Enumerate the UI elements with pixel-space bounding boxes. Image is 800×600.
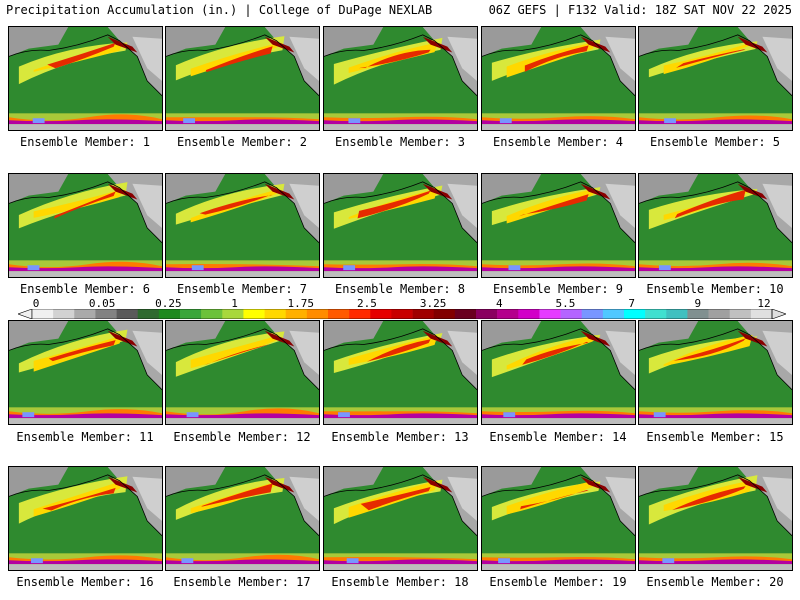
map-panel: [8, 320, 163, 425]
colorbar-bin: [433, 309, 456, 319]
map-panel: [323, 466, 478, 571]
colorbar-tick-label: 2.5: [356, 297, 377, 310]
panel-label: Ensemble Member: 9: [492, 282, 624, 296]
panel-label: Ensemble Member: 14: [489, 430, 627, 444]
colorbar-bin: [222, 309, 244, 319]
colorbar-bin: [729, 309, 752, 319]
map-panel: [8, 26, 163, 131]
colorbar-tick-label: 4: [495, 297, 503, 310]
colorbar-bin: [53, 309, 75, 319]
map-panel: [481, 466, 636, 571]
panel-label: Ensemble Member: 13: [331, 430, 469, 444]
map-panel: [8, 173, 163, 278]
panel-label: Ensemble Member: 5: [649, 135, 781, 149]
colorbar-tick-label: 1.75: [287, 297, 314, 310]
panel-label: Ensemble Member: 12: [173, 430, 311, 444]
map-panel: [8, 466, 163, 571]
colorbar-bin: [539, 309, 561, 319]
colorbar-bin: [454, 309, 477, 319]
colorbar-tick-label: 1: [231, 297, 238, 310]
colorbar-bin: [243, 309, 265, 319]
colorbar-tick-label: 0.25: [155, 297, 182, 310]
panel-label: Ensemble Member: 16: [16, 575, 154, 589]
colorbar-bin: [201, 309, 223, 319]
panel-label: Ensemble Member: 7: [176, 282, 308, 296]
colorbar-tick-label: 5.5: [555, 297, 576, 310]
colorbar-bin: [74, 309, 96, 319]
colorbar-bin: [349, 309, 371, 319]
colorbar-bin: [666, 309, 688, 319]
colorbar-bin: [264, 309, 287, 319]
colorbar-tick-label: 3.25: [419, 297, 447, 310]
panel-label: Ensemble Member: 17: [173, 575, 311, 589]
colorbar-bin: [560, 309, 583, 319]
panel-label: Ensemble Member: 3: [334, 135, 466, 149]
colorbar-bin: [391, 309, 413, 319]
colorbar-bin: [624, 309, 646, 319]
map-panel: [638, 320, 793, 425]
colorbar-tick-label: 7: [628, 297, 635, 310]
panel-label: Ensemble Member: 19: [489, 575, 627, 589]
panel-label: Ensemble Member: 18: [331, 575, 469, 589]
panel-label: Ensemble Member: 20: [646, 575, 784, 589]
panel-label: Ensemble Member: 6: [19, 282, 151, 296]
colorbar-bin: [750, 309, 773, 319]
panel-label: Ensemble Member: 15: [646, 430, 784, 444]
colorbar-tick-label: 0.05: [88, 297, 116, 310]
map-panel: [481, 320, 636, 425]
map-panel: [638, 466, 793, 571]
colorbar-bin: [602, 309, 625, 319]
map-panel: [165, 173, 320, 278]
map-panel: [165, 26, 320, 131]
panel-label: Ensemble Member: 10: [646, 282, 784, 296]
colorbar-bin: [116, 309, 139, 319]
valid-time: 06Z GEFS | F132 Valid: 18Z SAT NOV 22 20…: [488, 3, 792, 17]
colorbar-max-arrow: [771, 309, 786, 319]
colorbar-bin: [306, 309, 329, 319]
map-panel: [165, 320, 320, 425]
map-panel: [638, 26, 793, 131]
colorbar-bin: [645, 309, 667, 319]
colorbar-bin: [180, 309, 202, 319]
colorbar: [18, 309, 786, 319]
colorbar-bin: [32, 309, 54, 319]
map-panel: [323, 173, 478, 278]
colorbar-bin: [137, 309, 160, 319]
panel-label: Ensemble Member: 8: [334, 282, 466, 296]
panel-label: Ensemble Member: 1: [19, 135, 151, 149]
colorbar-bin: [328, 309, 350, 319]
colorbar-bin: [687, 309, 709, 319]
colorbar-bin: [285, 309, 308, 319]
colorbar-bin: [581, 309, 604, 319]
colorbar-bin: [412, 309, 435, 319]
colorbar-bin: [370, 309, 392, 319]
map-panel: [323, 26, 478, 131]
panel-label: Ensemble Member: 4: [492, 135, 624, 149]
map-panel: [165, 466, 320, 571]
colorbar-bin: [95, 309, 117, 319]
colorbar-bin: [476, 309, 498, 319]
colorbar-bin: [518, 309, 540, 319]
panel-label: Ensemble Member: 2: [176, 135, 308, 149]
map-panel: [481, 26, 636, 131]
colorbar-bin: [497, 309, 519, 319]
colorbar-bin: [158, 309, 181, 319]
colorbar-tick-label: 9: [694, 297, 702, 310]
panel-label: Ensemble Member: 11: [16, 430, 154, 444]
colorbar-tick-label: 12: [757, 297, 771, 310]
colorbar-tick-label: 0: [32, 297, 40, 310]
map-panel: [481, 173, 636, 278]
colorbar-min-arrow: [18, 309, 33, 319]
map-panel: [323, 320, 478, 425]
colorbar-bin: [708, 309, 731, 319]
map-title: Precipitation Accumulation (in.) | Colle…: [6, 3, 433, 17]
map-panel: [638, 173, 793, 278]
